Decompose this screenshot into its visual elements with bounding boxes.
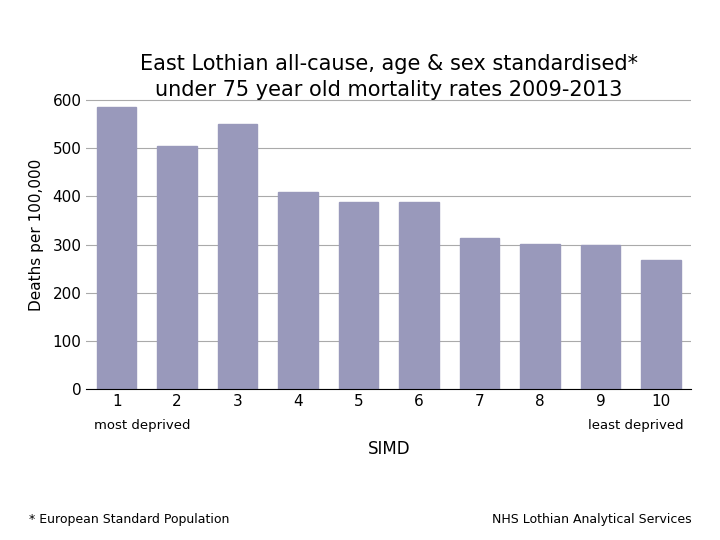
Text: * European Standard Population: * European Standard Population (29, 514, 229, 526)
Bar (218, 124, 257, 389)
Text: most deprived: most deprived (94, 418, 190, 431)
Text: least deprived: least deprived (588, 418, 684, 431)
Bar (642, 260, 680, 389)
Bar (339, 202, 378, 389)
Bar (521, 244, 559, 389)
Bar (581, 246, 620, 389)
Text: NHS Lothian Analytical Services: NHS Lothian Analytical Services (492, 514, 691, 526)
Bar (97, 107, 136, 389)
Text: East Lothian all-cause, age & sex standardised*
under 75 year old mortality rate: East Lothian all-cause, age & sex standa… (140, 54, 638, 100)
Bar (158, 146, 197, 389)
Bar (400, 202, 438, 389)
Y-axis label: Deaths per 100,000: Deaths per 100,000 (30, 159, 44, 311)
Bar (460, 238, 499, 389)
Bar (279, 192, 318, 389)
Text: SIMD: SIMD (367, 440, 410, 458)
